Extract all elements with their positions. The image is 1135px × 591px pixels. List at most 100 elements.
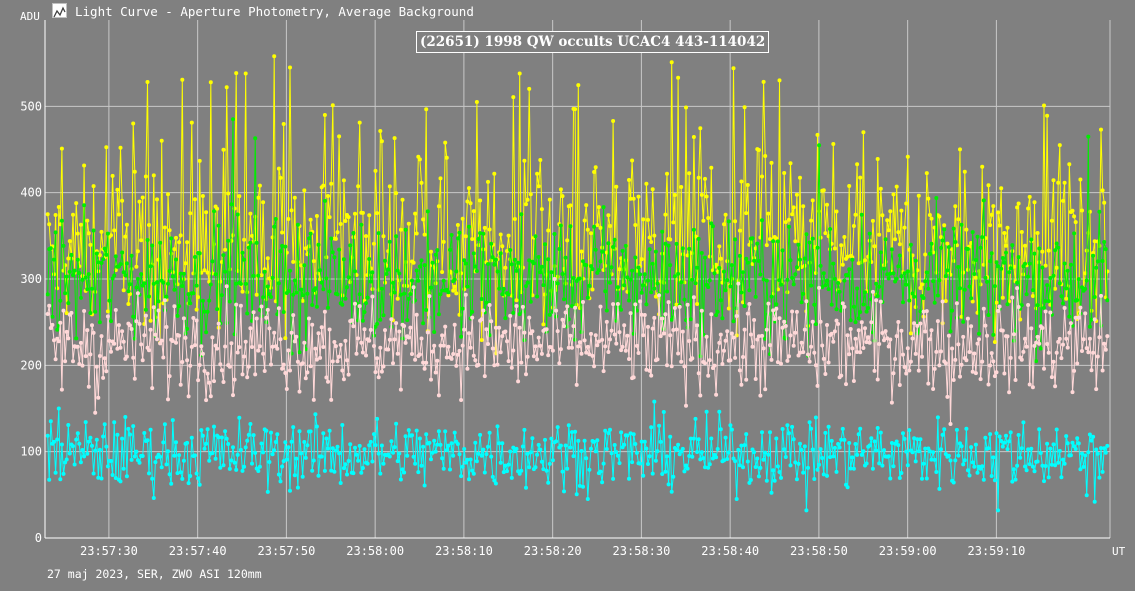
data-point — [1042, 103, 1046, 108]
data-point — [674, 302, 679, 307]
data-point — [741, 270, 745, 275]
data-point — [392, 445, 397, 450]
data-point — [647, 454, 652, 459]
data-point — [482, 225, 487, 230]
data-point — [737, 463, 742, 468]
data-point — [1024, 468, 1029, 473]
data-point — [78, 222, 83, 227]
data-point — [493, 325, 498, 330]
data-point — [421, 360, 426, 365]
data-point — [810, 447, 815, 452]
data-point — [988, 432, 993, 437]
data-point — [441, 466, 446, 471]
data-point — [907, 428, 912, 433]
data-point — [413, 211, 418, 216]
data-point — [913, 459, 918, 464]
data-point — [829, 331, 834, 336]
data-point — [549, 345, 554, 350]
data-point — [870, 218, 875, 223]
data-point — [969, 445, 974, 450]
data-point — [519, 212, 524, 217]
data-point — [802, 256, 807, 261]
data-point — [367, 443, 372, 448]
data-point — [227, 267, 232, 272]
data-point — [1026, 303, 1031, 307]
data-point — [121, 339, 126, 344]
data-point — [750, 262, 755, 266]
data-point — [267, 326, 272, 331]
data-point — [150, 386, 155, 391]
data-point — [953, 240, 958, 244]
data-point — [524, 485, 528, 490]
data-point — [424, 107, 429, 112]
data-point — [834, 307, 839, 312]
data-point — [970, 460, 975, 465]
data-point — [1019, 230, 1024, 234]
data-point — [712, 271, 717, 276]
data-point — [440, 270, 445, 274]
data-point — [856, 432, 861, 437]
data-point — [603, 344, 608, 349]
data-point — [544, 327, 549, 332]
data-point — [946, 453, 951, 458]
data-point — [809, 344, 814, 349]
data-point — [53, 357, 58, 362]
data-point — [877, 284, 882, 289]
data-point — [897, 242, 902, 247]
data-point — [174, 257, 178, 262]
data-point — [394, 234, 399, 239]
data-point — [75, 431, 80, 436]
data-point — [1040, 463, 1045, 468]
data-point — [1016, 201, 1021, 206]
data-point — [1059, 294, 1064, 299]
data-point — [609, 451, 614, 456]
data-point — [402, 291, 407, 296]
data-point — [522, 330, 527, 335]
data-point — [1076, 441, 1081, 446]
data-point — [972, 464, 977, 469]
data-point — [699, 192, 704, 197]
data-point — [706, 216, 711, 220]
data-point — [904, 282, 909, 287]
data-point — [185, 326, 190, 331]
data-point — [742, 304, 747, 308]
data-point — [104, 444, 109, 449]
data-point — [585, 344, 590, 349]
data-point — [1034, 340, 1039, 345]
data-point — [696, 437, 701, 442]
data-point — [772, 478, 777, 483]
data-point — [326, 379, 330, 384]
data-point — [798, 175, 802, 180]
data-point — [817, 462, 822, 467]
data-point — [707, 278, 712, 283]
data-point — [1023, 336, 1027, 341]
data-point — [474, 459, 479, 464]
data-point — [641, 333, 646, 338]
data-point — [275, 432, 280, 437]
data-point — [64, 311, 69, 316]
data-point — [264, 315, 269, 320]
light-curve-app-icon[interactable] — [52, 3, 67, 18]
data-point — [1000, 295, 1005, 300]
data-point — [1042, 305, 1046, 310]
data-point — [1054, 350, 1059, 355]
data-point — [395, 296, 400, 301]
data-point — [758, 272, 763, 277]
data-point — [506, 359, 511, 364]
data-point — [886, 228, 891, 233]
data-point — [151, 305, 156, 310]
data-point — [760, 430, 764, 435]
data-point — [690, 277, 695, 282]
data-point — [314, 424, 319, 429]
data-point — [855, 286, 860, 291]
data-point — [560, 194, 565, 199]
data-point — [365, 295, 370, 300]
data-point — [492, 171, 497, 176]
data-point — [1053, 463, 1058, 468]
data-point — [435, 358, 440, 363]
data-point — [413, 357, 418, 362]
data-point — [86, 384, 91, 389]
data-point — [156, 299, 161, 304]
data-point — [170, 274, 175, 279]
data-point — [492, 363, 497, 368]
